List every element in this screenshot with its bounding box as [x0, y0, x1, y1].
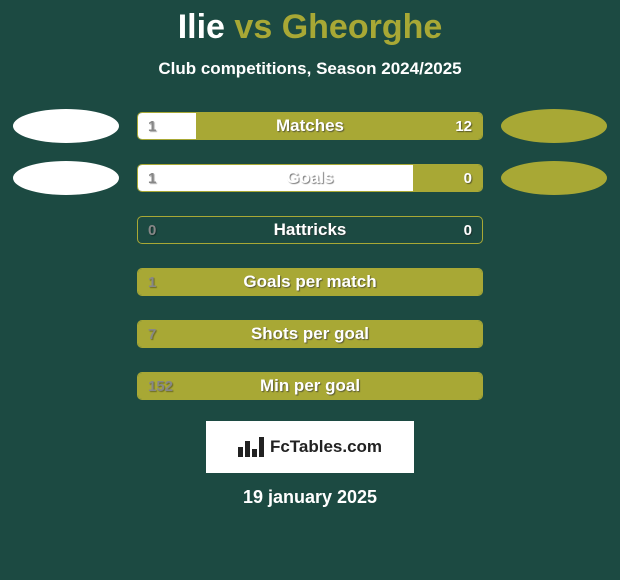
player-left-marker — [13, 161, 119, 195]
stat-row: Goals1 0 — [0, 161, 620, 195]
stat-value-right: 0 — [464, 165, 472, 191]
spacer — [13, 213, 119, 247]
bar-chart-icon — [238, 437, 264, 457]
stat-bar: Shots per goal7 — [137, 320, 483, 348]
stat-bar: Goals per match1 — [137, 268, 483, 296]
stat-bar: Hattricks0 0 — [137, 216, 483, 244]
stat-row: Hattricks0 0 — [0, 213, 620, 247]
stat-label: Goals per match — [138, 269, 482, 295]
stat-value-left: 1 — [148, 165, 156, 191]
title-vs: vs — [234, 8, 272, 46]
stat-label: Hattricks — [138, 217, 482, 243]
stat-label: Min per goal — [138, 373, 482, 399]
stat-row: Goals per match1 — [0, 265, 620, 299]
player-right-name: Gheorghe — [282, 8, 443, 46]
stat-value-right: 0 — [464, 217, 472, 243]
player-left-marker — [13, 109, 119, 143]
date-text: 19 january 2025 — [0, 487, 620, 508]
stat-value-left: 1 — [148, 113, 156, 139]
subtitle: Club competitions, Season 2024/2025 — [0, 59, 620, 79]
logo-text: FcTables.com — [270, 437, 382, 457]
stat-bar: Goals1 0 — [137, 164, 483, 192]
stat-value-left: 0 — [148, 217, 156, 243]
stats-comparison-card: Ilie vs Gheorghe Club competitions, Seas… — [0, 0, 620, 580]
player-right-marker — [501, 109, 607, 143]
stat-row: Shots per goal7 — [0, 317, 620, 351]
stat-value-left: 1 — [148, 269, 156, 295]
stat-label: Matches — [138, 113, 482, 139]
stat-bar: Matches1 12 — [137, 112, 483, 140]
stat-label: Goals — [138, 165, 482, 191]
stat-value-right: 12 — [455, 113, 472, 139]
spacer — [501, 213, 607, 247]
stat-row: Min per goal152 — [0, 369, 620, 403]
page-title: Ilie vs Gheorghe — [0, 8, 620, 47]
spacer — [501, 369, 607, 403]
stat-label: Shots per goal — [138, 321, 482, 347]
stat-value-left: 152 — [148, 373, 173, 399]
spacer — [501, 265, 607, 299]
spacer — [13, 265, 119, 299]
stat-bar: Min per goal152 — [137, 372, 483, 400]
stat-row: Matches1 12 — [0, 109, 620, 143]
player-right-marker — [501, 161, 607, 195]
spacer — [13, 317, 119, 351]
spacer — [501, 317, 607, 351]
stat-value-left: 7 — [148, 321, 156, 347]
spacer — [13, 369, 119, 403]
stat-rows: Matches112Goals10Hattricks00Goals per ma… — [0, 109, 620, 403]
logo-badge: FcTables.com — [206, 421, 414, 473]
player-left-name: Ilie — [178, 8, 225, 46]
